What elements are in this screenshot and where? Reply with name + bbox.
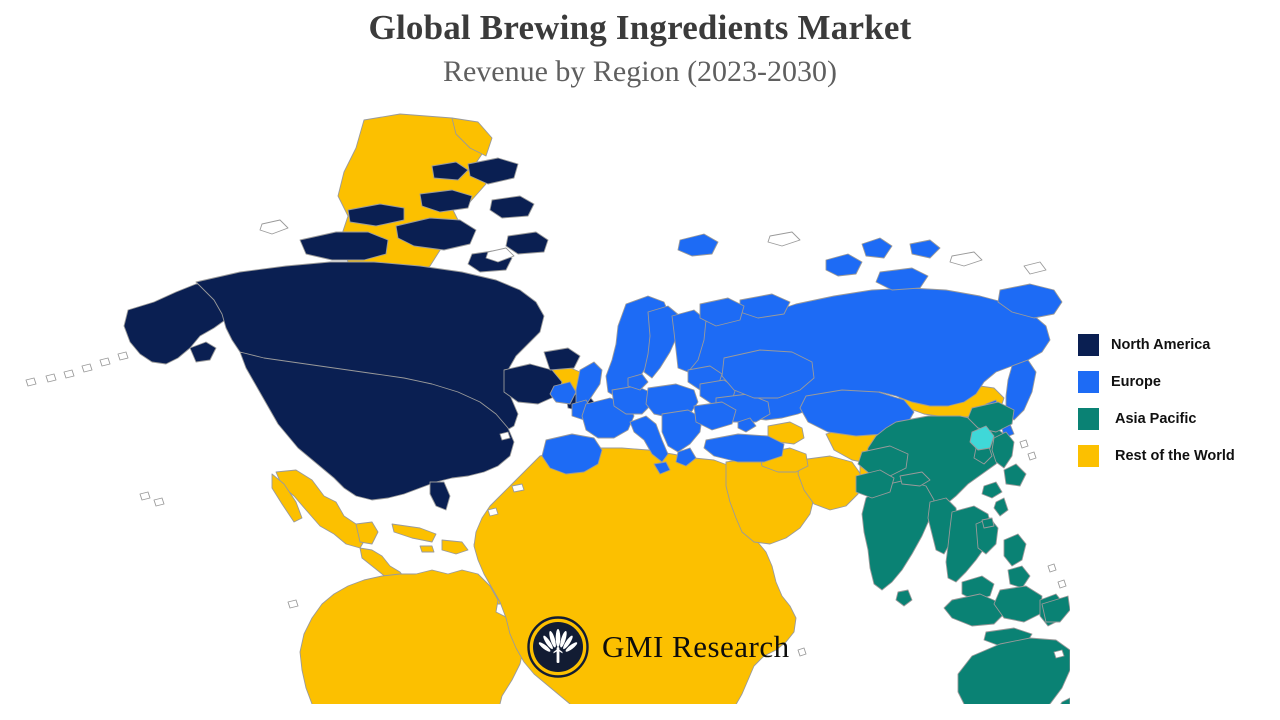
region-north-america	[123, 157, 595, 511]
brand-logo-text: GMI Research	[602, 629, 790, 664]
gmi-palm-fan-logo-icon	[527, 616, 589, 678]
region-asia-pacific	[855, 401, 1070, 704]
legend-swatch-north-america	[1078, 333, 1099, 356]
region-europe	[541, 233, 1063, 475]
legend-swatch-europe	[1078, 370, 1099, 393]
legend-item-europe[interactable]: Europe	[1078, 363, 1278, 400]
legend-label-asia-pacific: Asia Pacific	[1115, 410, 1197, 427]
title-block: Global Brewing Ingredients Market Revenu…	[0, 8, 1280, 90]
legend-item-rest-of-the-world[interactable]: Rest of the World	[1078, 437, 1278, 474]
legend-label-rest-of-the-world: Rest of the World	[1115, 447, 1235, 464]
region-accent-cyan	[969, 425, 995, 451]
world-map	[0, 104, 1070, 704]
legend-item-asia-pacific[interactable]: Asia Pacific	[1078, 400, 1278, 437]
world-map-svg	[25, 113, 1070, 704]
legend-swatch-rest-of-the-world	[1078, 444, 1099, 467]
uncolored-islands	[25, 219, 1067, 659]
map-legend: North America Europe Asia Pacific Rest o…	[1078, 326, 1278, 474]
page-subtitle: Revenue by Region (2023-2030)	[442, 55, 838, 89]
legend-label-europe: Europe	[1111, 373, 1161, 390]
legend-label-north-america: North America	[1111, 336, 1211, 353]
page-title: Global Brewing Ingredients Market	[368, 8, 912, 47]
brand-logo: GMI Research	[527, 616, 790, 678]
legend-swatch-asia-pacific	[1078, 407, 1099, 430]
legend-item-north-america[interactable]: North America	[1078, 326, 1278, 363]
